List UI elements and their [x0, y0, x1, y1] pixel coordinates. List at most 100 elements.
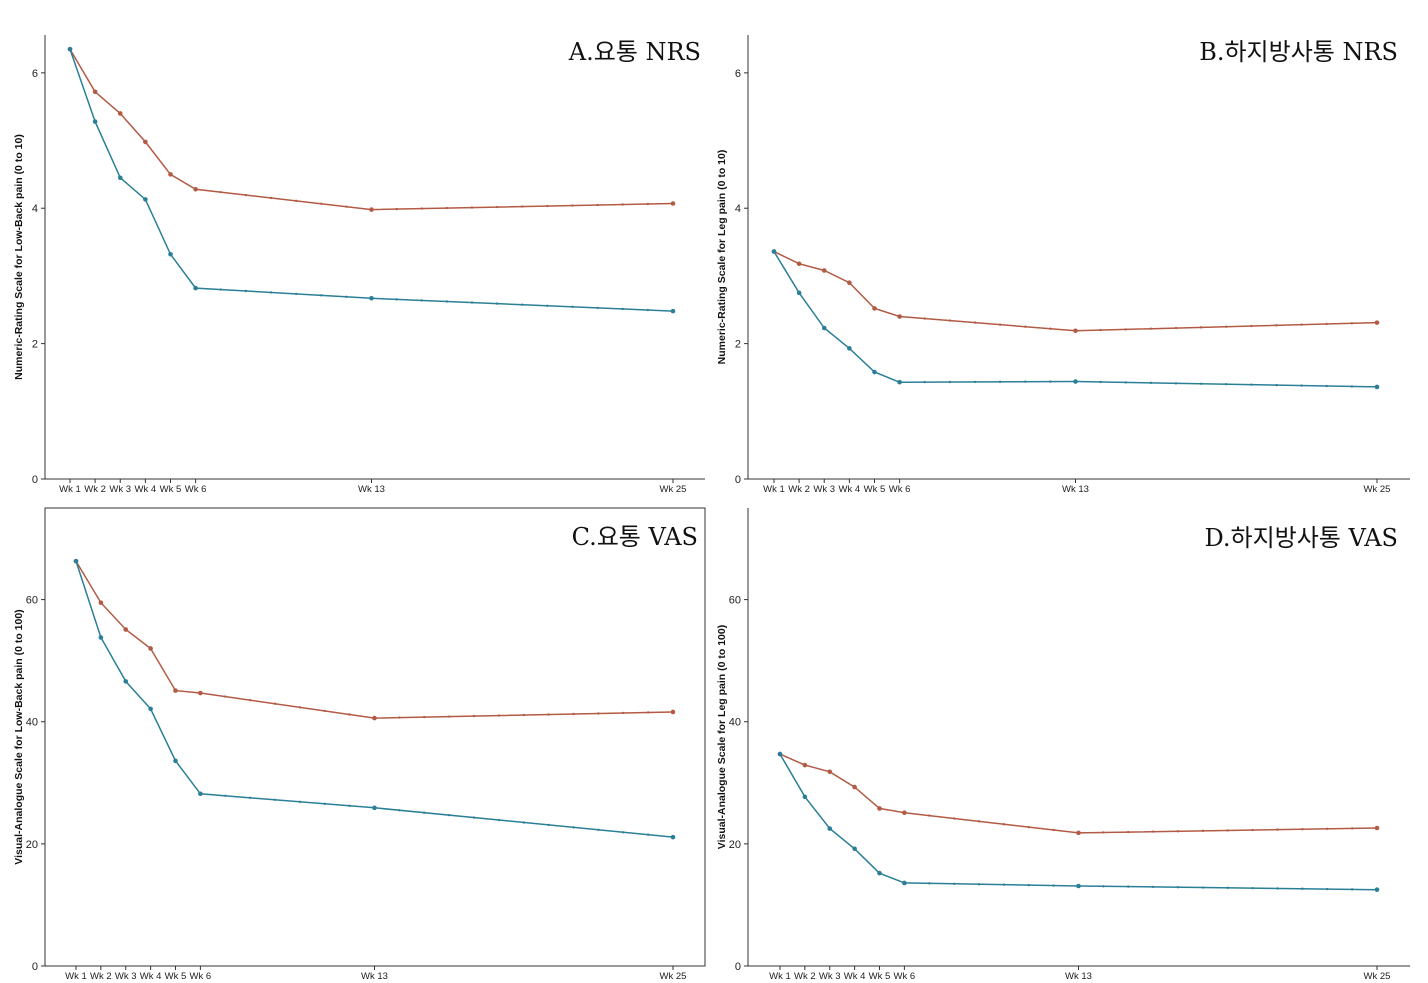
panel-title: D.하지방사통 VAS [1204, 524, 1398, 552]
series-1-minor-dot [1151, 830, 1155, 833]
series-1-minor-dot [1275, 324, 1278, 327]
series-2-minor-dot [1052, 884, 1055, 887]
y-axis-label: Visual-Analogue Scale for Low-Back pain … [13, 609, 25, 864]
series-2-minor-dot [571, 305, 574, 309]
series-1-minor-dot [923, 317, 926, 320]
series-2-minor-dot [928, 882, 931, 885]
series-1-line [779, 753, 1378, 834]
series-2-minor-dot [219, 288, 222, 291]
series-2-minor-dot [646, 833, 650, 836]
x-tick-label: Wk 25 [660, 484, 687, 495]
x-tick-label: Wk 13 [1065, 971, 1092, 982]
series-2-point [827, 826, 833, 831]
series-2-minor-dot [1174, 382, 1178, 385]
series-1-point [148, 646, 153, 651]
series-1-minor-dot [572, 712, 575, 716]
series-2-minor-dot [1199, 382, 1203, 385]
series-1-minor-dot [1301, 828, 1304, 831]
series-2-point [1073, 379, 1078, 384]
y-tick-label: 20 [729, 839, 741, 851]
series-2-minor-dot [294, 292, 298, 296]
series-1-minor-dot [1300, 323, 1303, 326]
series-2-minor-dot [1099, 380, 1102, 384]
series-2-point [877, 870, 882, 876]
series-1-minor-dot [1052, 828, 1055, 832]
series-1-point [827, 769, 833, 775]
x-tick-label: Wk 2 [794, 971, 816, 982]
series-1-minor-dot [398, 716, 401, 719]
series-2-minor-dot [977, 883, 981, 886]
series-1-minor-dot [952, 817, 956, 820]
series-1-minor-dot [1225, 325, 1228, 328]
series-1-minor-dot [1024, 325, 1027, 328]
x-tick-label: Wk 1 [769, 971, 791, 982]
x-tick-label: Wk 2 [788, 484, 810, 495]
series-1-minor-dot [1350, 322, 1354, 325]
series-1-point [821, 268, 827, 273]
series-2-point [193, 285, 198, 291]
series-2-point [123, 679, 129, 684]
series-1-point [168, 172, 173, 177]
series-2-point [92, 119, 98, 124]
series-2-point [852, 846, 857, 852]
x-tick-label: Wk 5 [160, 484, 182, 495]
series-2-point [670, 308, 676, 314]
series-1-point [369, 207, 374, 212]
series-2-point [670, 834, 676, 840]
series-2-minor-dot [973, 380, 977, 384]
series-1-point [670, 709, 676, 715]
x-tick-label: Wk 6 [185, 484, 207, 495]
series-2-point [73, 558, 79, 564]
y-tick-label: 40 [26, 717, 38, 729]
series-1-minor-dot [1149, 327, 1153, 330]
series-2-line [779, 753, 1378, 891]
series-1-minor-dot [948, 319, 952, 322]
x-tick-label: Wk 4 [844, 971, 866, 982]
series-2-minor-dot [447, 813, 451, 817]
series-1-minor-dot [977, 820, 981, 823]
y-tick-label: 4 [32, 203, 38, 215]
series-1-minor-dot [1250, 324, 1253, 328]
series-2-line [75, 560, 674, 838]
y-axis-label: Numeric-Rating Scale for Low-Back pain (… [13, 134, 25, 380]
x-tick-label: Wk 13 [358, 484, 385, 495]
series-1-minor-dot [1124, 328, 1127, 331]
series-2-point [796, 290, 802, 296]
series-2-minor-dot [395, 298, 398, 301]
series-2-minor-dot [1201, 886, 1205, 889]
series-2-point [117, 175, 123, 181]
series-2-point [777, 751, 783, 757]
series-1-minor-dot [294, 199, 298, 203]
series-1-minor-dot [928, 814, 931, 817]
series-1-minor-dot [1027, 825, 1030, 829]
y-tick-label: 40 [729, 717, 741, 729]
x-tick-label: Wk 5 [869, 971, 891, 982]
series-1-minor-dot [420, 207, 423, 210]
series-1-minor-dot [621, 203, 624, 206]
x-tick-label: Wk 3 [819, 971, 841, 982]
series-1-line [75, 560, 674, 719]
series-2-minor-dot [1226, 886, 1229, 890]
series-2-minor-dot [1325, 384, 1328, 388]
panel-a: 0 2 4 6 Wk 1 Wk 2 Wk 3 Wk 4 Wk 5 Wk 6 Wk 13 Wk 25 Nu… [13, 35, 705, 495]
series-2-minor-dot [1251, 886, 1254, 890]
series-2-point [173, 758, 178, 764]
series-1-minor-dot [998, 323, 1002, 326]
x-tick-label: Wk 13 [1062, 484, 1089, 495]
x-tick-label: Wk 6 [889, 484, 911, 495]
series-2-minor-dot [521, 303, 524, 306]
series-2-minor-dot [1024, 380, 1027, 383]
series-1-point [902, 810, 907, 816]
series-1-point [92, 89, 98, 95]
series-2-point [143, 197, 148, 202]
series-1-minor-dot [1099, 328, 1102, 332]
x-tick-label: Wk 4 [839, 484, 861, 495]
series-2-minor-dot [596, 306, 599, 310]
panel-title: C.요통 VAS [572, 523, 698, 551]
series-2-minor-dot [1300, 384, 1303, 387]
x-tick-label: Wk 4 [140, 971, 162, 982]
series-1-minor-dot [1176, 830, 1180, 833]
series-2-minor-dot [269, 291, 273, 294]
x-tick-label: Wk 13 [361, 971, 388, 982]
series-2-point [847, 346, 852, 351]
